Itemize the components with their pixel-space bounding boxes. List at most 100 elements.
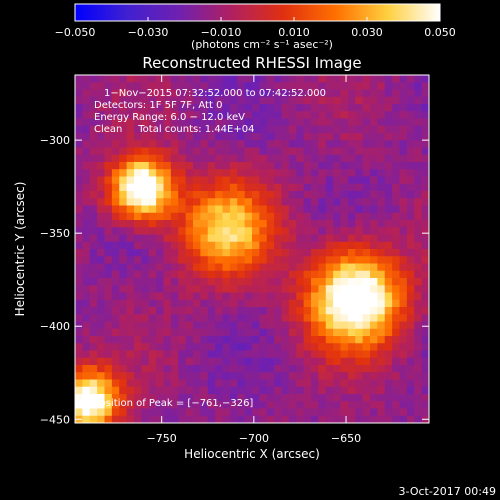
- heatmap-cell: [347, 147, 356, 156]
- heatmap-cell: [421, 336, 429, 344]
- heatmap-cell: [111, 118, 120, 127]
- heatmap-cell: [193, 89, 201, 98]
- heatmap-cell: [178, 154, 187, 163]
- heatmap-cell: [377, 328, 386, 337]
- heatmap-cell: [193, 96, 201, 105]
- heatmap-cell: [237, 357, 246, 366]
- heatmap-cell: [362, 96, 371, 105]
- heatmap-cell: [392, 176, 400, 185]
- heatmap-cell: [333, 198, 341, 206]
- heatmap-cell: [111, 328, 120, 337]
- heatmap-cell: [377, 104, 386, 112]
- heatmap-cell: [237, 118, 246, 127]
- heatmap-cell: [104, 372, 113, 380]
- heatmap-cell: [222, 212, 231, 221]
- heatmap-cell: [200, 408, 209, 417]
- heatmap-cell: [377, 292, 386, 301]
- heatmap-cell: [325, 285, 334, 293]
- heatmap-cell: [421, 372, 429, 380]
- heatmap-cell: [111, 307, 120, 315]
- heatmap-cell: [325, 249, 334, 257]
- heatmap-cell: [274, 96, 282, 105]
- heatmap-cell: [406, 365, 415, 373]
- heatmap-cell: [163, 169, 172, 177]
- heatmap-cell: [207, 350, 216, 359]
- heatmap-cell: [340, 292, 349, 301]
- heatmap-cell: [200, 162, 209, 170]
- heatmap-cell: [303, 328, 312, 337]
- heatmap-cell: [362, 394, 371, 402]
- heatmap-cell: [163, 111, 172, 119]
- heatmap-cell: [333, 394, 341, 402]
- heatmap-cell: [392, 307, 400, 315]
- heatmap-cell: [200, 147, 209, 156]
- heatmap-cell: [244, 241, 253, 250]
- heatmap-cell: [414, 234, 423, 243]
- heatmap-cell: [119, 314, 128, 322]
- heatmap-cell: [244, 154, 253, 163]
- heatmap-cell: [185, 140, 194, 148]
- heatmap-cell: [178, 415, 187, 423]
- heatmap-cell: [347, 415, 356, 423]
- heatmap-cell: [296, 379, 305, 388]
- heatmap-cell: [244, 336, 253, 344]
- heatmap-cell: [347, 96, 356, 105]
- heatmap-cell: [325, 212, 334, 221]
- heatmap-cell: [126, 307, 135, 315]
- heatmap-cell: [318, 299, 327, 308]
- heatmap-cell: [104, 278, 113, 286]
- heatmap-cell: [406, 205, 415, 214]
- heatmap-cell: [229, 147, 238, 156]
- y-tick-label: −300: [40, 134, 70, 147]
- heatmap-cell: [421, 111, 429, 119]
- heatmap-cell: [406, 227, 415, 235]
- heatmap-cell: [215, 357, 223, 366]
- heatmap-cell: [229, 227, 238, 235]
- heatmap-cell: [266, 118, 275, 127]
- heatmap-cell: [370, 270, 378, 279]
- heatmap-cell: [104, 249, 113, 257]
- heatmap-cell: [141, 408, 150, 417]
- heatmap-cell: [288, 104, 297, 112]
- heatmap-cell: [134, 278, 142, 286]
- heatmap-cell: [82, 147, 91, 156]
- heatmap-cell: [347, 75, 356, 83]
- heatmap-cell: [252, 285, 260, 293]
- heatmap-cell: [141, 147, 150, 156]
- x-tick-label: −700: [239, 432, 269, 445]
- heatmap-cell: [399, 249, 408, 257]
- heatmap-cell: [392, 321, 400, 330]
- heatmap-cell: [355, 82, 364, 90]
- heatmap-cell: [163, 104, 172, 112]
- heatmap-cell: [266, 386, 275, 395]
- heatmap-cell: [244, 328, 253, 337]
- heatmap-cell: [325, 96, 334, 105]
- heatmap-cell: [252, 321, 260, 330]
- heatmap-cell: [281, 133, 290, 141]
- heatmap-cell: [104, 256, 113, 264]
- heatmap-cell: [111, 357, 120, 366]
- heatmap-cell: [178, 241, 187, 250]
- heatmap-cell: [296, 198, 305, 206]
- heatmap-cell: [82, 140, 91, 148]
- heatmap-cell: [406, 336, 415, 344]
- heatmap-cell: [200, 183, 209, 192]
- heatmap-cell: [163, 154, 172, 163]
- heatmap-cell: [104, 401, 113, 409]
- heatmap-cell: [266, 415, 275, 423]
- heatmap-cell: [421, 379, 429, 388]
- heatmap-cell: [266, 75, 275, 83]
- heatmap-cell: [399, 263, 408, 272]
- heatmap-cell: [347, 176, 356, 185]
- heatmap-cell: [215, 96, 223, 105]
- heatmap-cell: [97, 321, 105, 330]
- heatmap-cell: [392, 183, 400, 192]
- heatmap-cell: [318, 249, 327, 257]
- heatmap-cell: [362, 154, 371, 163]
- heatmap-cell: [296, 292, 305, 301]
- heatmap-cell: [89, 343, 98, 351]
- heatmap-cell: [170, 321, 179, 330]
- heatmap-cell: [362, 343, 371, 351]
- heatmap-cell: [325, 314, 334, 322]
- heatmap-cell: [325, 191, 334, 199]
